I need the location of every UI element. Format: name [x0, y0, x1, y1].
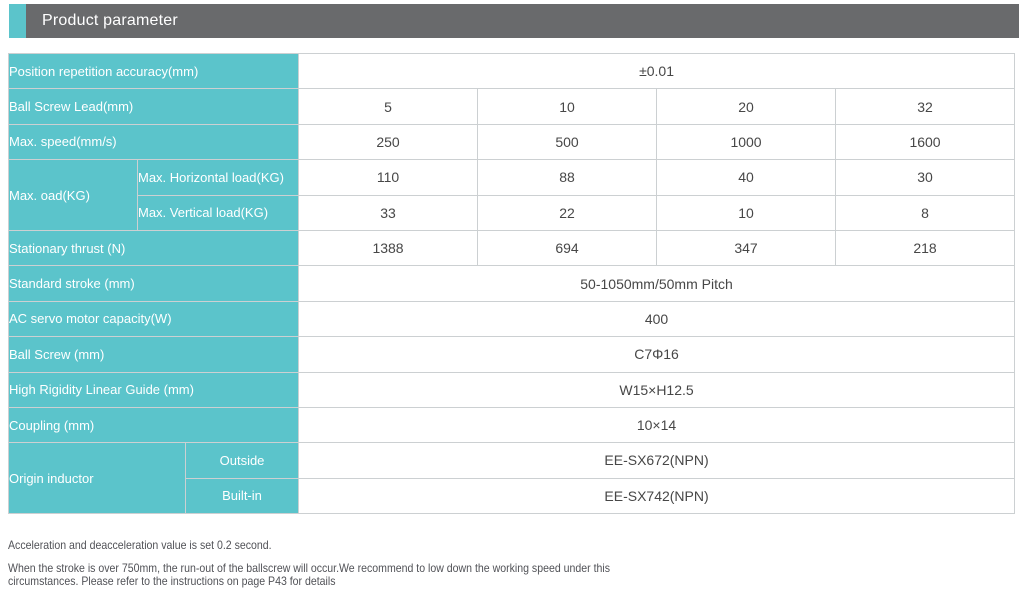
table-row: Max. oad(KG) Max. Horizontal load(KG) 11…: [8, 159, 1016, 231]
param-value: 110: [298, 159, 479, 196]
param-sublabel: Built-in: [184, 477, 300, 515]
param-value: 32: [835, 88, 1016, 125]
footnote-acceleration: Acceleration and deacceleration value is…: [8, 538, 272, 552]
param-value: 400: [298, 300, 1016, 338]
table-row: High Rigidity Linear Guide (mm) W15×H12.…: [7, 371, 1016, 408]
table-row: Origin inductor Outside EE-SX672(NPN): [8, 442, 1016, 515]
footnote-stroke-line2: circumstances. Please refer to the instr…: [8, 574, 336, 588]
param-label: Standard stroke (mm): [7, 265, 300, 302]
param-value: 22: [477, 194, 658, 231]
param-value: W15×H12.5: [298, 371, 1016, 408]
param-value: EE-SX742(NPN): [298, 477, 1016, 515]
table-row: Max. speed(mm/s) 250 500 1000 1600: [7, 123, 1016, 161]
param-value: 30: [835, 159, 1016, 196]
param-value: 33: [298, 194, 479, 231]
param-value: 500: [477, 123, 658, 161]
param-label: Coupling (mm): [7, 406, 300, 444]
table-row: Ball Screw Lead(mm) 5 10 20 32: [7, 88, 1016, 125]
param-label: Max. speed(mm/s): [7, 123, 300, 161]
param-value: ±0.01: [298, 52, 1016, 90]
footnote-stroke-warning: When the stroke is over 750mm, the run-o…: [8, 562, 610, 588]
banner-accent-square: [9, 4, 26, 38]
param-value: 218: [835, 229, 1016, 267]
param-value: 1388: [298, 229, 479, 267]
parameter-table: Position repetition accuracy(mm) ±0.01 B…: [7, 52, 1016, 515]
param-label: Position repetition accuracy(mm): [7, 52, 300, 90]
param-value: 347: [656, 229, 837, 267]
param-label: Stationary thrust (N): [7, 229, 300, 267]
param-sublabel: Max. Vertical load(KG): [136, 194, 300, 231]
table-row: Ball Screw (mm) C7Φ16: [7, 336, 1016, 373]
page-title: Product parameter: [42, 12, 178, 29]
param-value: C7Φ16: [298, 336, 1016, 373]
table-row: Coupling (mm) 10×14: [7, 406, 1016, 444]
param-value: 8: [835, 194, 1016, 231]
param-sublabel: Outside: [184, 442, 300, 479]
param-label: Ball Screw Lead(mm): [7, 88, 300, 125]
param-label: AC servo motor capacity(W): [7, 300, 300, 338]
param-value: 50-1050mm/50mm Pitch: [298, 265, 1016, 302]
param-value: EE-SX672(NPN): [298, 442, 1016, 479]
param-value: 694: [477, 229, 658, 267]
param-value: 88: [477, 159, 658, 196]
table-row: Standard stroke (mm) 50-1050mm/50mm Pitc…: [7, 265, 1016, 302]
param-value: 40: [656, 159, 837, 196]
section-banner: Product parameter: [9, 4, 1019, 38]
param-value: 1600: [835, 123, 1016, 161]
param-group-label: Origin inductor: [8, 442, 186, 515]
param-value: 250: [298, 123, 479, 161]
banner-bar: Product parameter: [26, 4, 1019, 38]
param-value: 10×14: [298, 406, 1016, 444]
param-value: 20: [656, 88, 837, 125]
param-label: High Rigidity Linear Guide (mm): [7, 371, 300, 408]
param-value: 1000: [656, 123, 837, 161]
table-row: Stationary thrust (N) 1388 694 347 218: [7, 229, 1016, 267]
table-row: Built-in EE-SX742(NPN): [9, 477, 1016, 515]
param-value: 10: [477, 88, 658, 125]
param-sublabel: Max. Horizontal load(KG): [136, 159, 300, 196]
footnote-stroke-line1: When the stroke is over 750mm, the run-o…: [8, 561, 611, 575]
param-value: 5: [298, 88, 479, 125]
table-row: Position repetition accuracy(mm) ±0.01: [7, 52, 1016, 90]
param-group-label: Max. oad(KG): [8, 159, 138, 231]
table-row: AC servo motor capacity(W) 400: [7, 300, 1016, 338]
param-value: 10: [656, 194, 837, 231]
table-row: Max. Vertical load(KG) 33 22 10 8: [9, 194, 1016, 231]
param-label: Ball Screw (mm): [7, 336, 300, 373]
